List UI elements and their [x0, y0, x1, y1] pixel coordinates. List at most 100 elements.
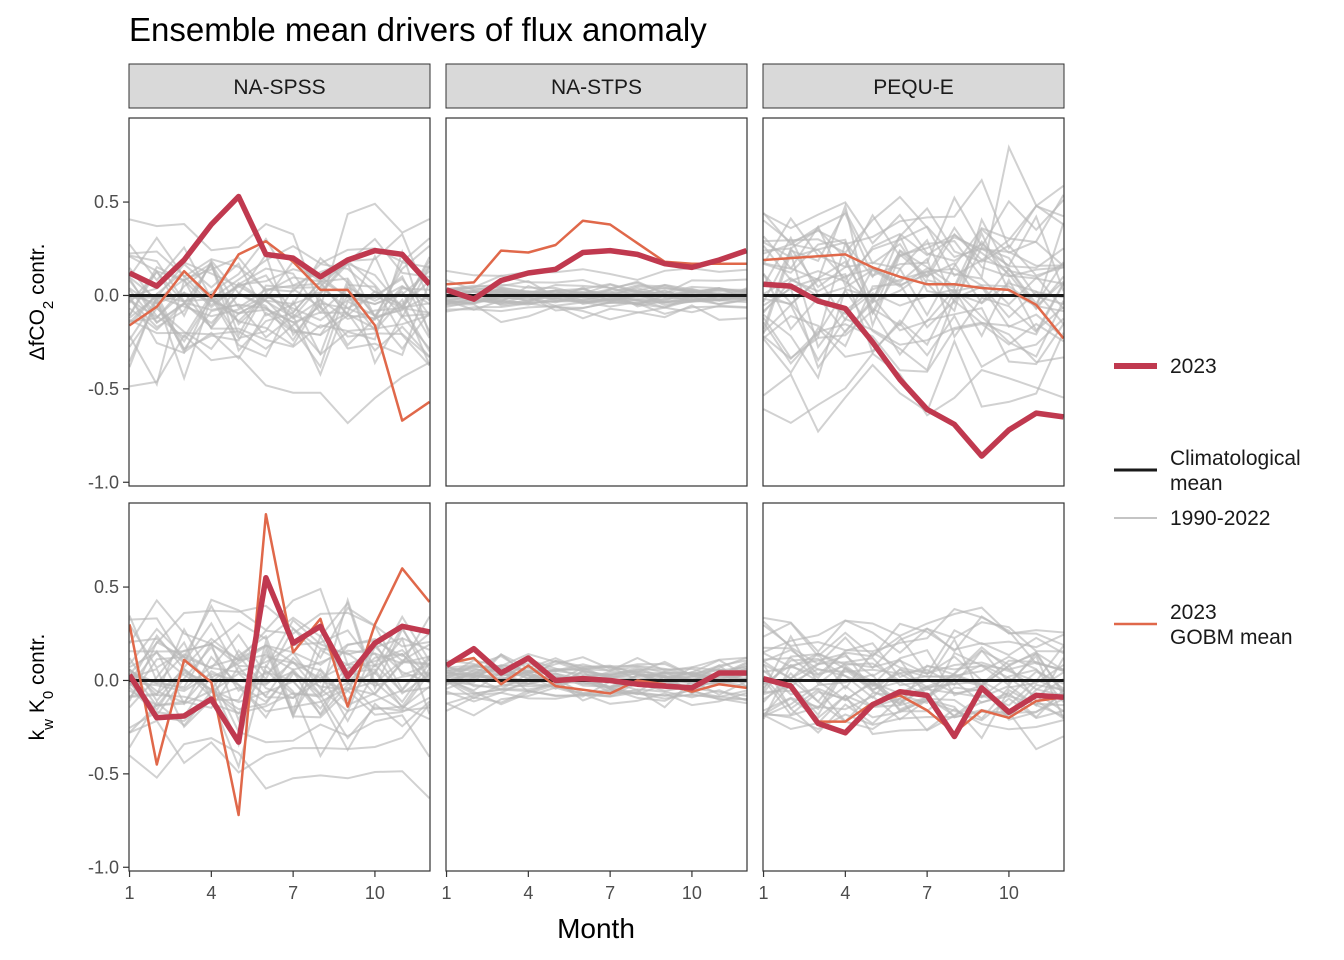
- legend-item-hist: 1990-2022: [1114, 507, 1270, 530]
- facet-strip-bg: [762, 63, 1065, 109]
- y-tick-label: 0.0: [94, 670, 119, 690]
- series-line-1990-2022: [763, 306, 1064, 366]
- series-line-1990-2022: [763, 606, 1064, 653]
- series-line-1990-2022: [129, 737, 430, 800]
- series-line-1990-2022: [763, 622, 1064, 676]
- x-tick-label: 1: [759, 883, 769, 903]
- series-line-1990-2022: [763, 178, 1064, 251]
- series-line-1990-2022: [763, 195, 1064, 277]
- x-tick-label: 10: [682, 883, 702, 903]
- series-line-1990-2022: [763, 634, 1064, 699]
- legend-label: 2023: [1170, 355, 1217, 378]
- series-line-1990-2022: [129, 294, 430, 368]
- series-line-1990-2022: [446, 274, 747, 295]
- panel-border: [445, 117, 748, 487]
- series-line-1990-2022: [763, 637, 1064, 699]
- legend: 2023 Climatological mean 1990-2022 2023 GOBM …: [1114, 355, 1301, 649]
- series-line-2023: [446, 247, 747, 302]
- series-line-1990-2022: [129, 611, 430, 677]
- panel-series: [446, 219, 747, 324]
- series-line-1990-2022: [763, 235, 1064, 306]
- series-line-1990-2022: [763, 277, 1064, 381]
- y-tick-label: -1.0: [88, 857, 119, 877]
- series-line-1990-2022: [129, 277, 430, 387]
- x-tick-label: 4: [840, 883, 850, 903]
- y-tick-label: 0.5: [94, 577, 119, 597]
- series-line-1990-2022: [763, 664, 1064, 720]
- series-line-1990-2022: [129, 290, 430, 351]
- legend-label: 1990-2022: [1170, 507, 1270, 530]
- panel-series: [129, 512, 430, 817]
- y-tick-label: -0.5: [88, 764, 119, 784]
- facet-strip-pequ-e: PEQU-E: [762, 63, 1065, 109]
- series-line-1990-2022: [763, 209, 1064, 313]
- x-tick-label: 10: [999, 883, 1019, 903]
- series-line-2023-gobm-mean: [129, 240, 430, 422]
- legend-label: Climatological mean: [1170, 447, 1301, 495]
- y-axis-label-row-2: kw K0 contr.: [26, 634, 57, 741]
- x-tick-label: 7: [922, 883, 932, 903]
- series-line-1990-2022: [763, 257, 1064, 339]
- series-line-1990-2022: [763, 652, 1064, 706]
- series-line-1990-2022: [763, 693, 1064, 736]
- facet-strip-label: PEQU-E: [873, 76, 954, 99]
- series-line-2023: [446, 645, 747, 691]
- series-line-1990-2022: [129, 237, 430, 325]
- panel-border: [762, 117, 1065, 487]
- series-line-1990-2022: [129, 614, 430, 685]
- series-line-2023: [763, 675, 1064, 740]
- legend-label: 2023 GOBM mean: [1170, 601, 1293, 649]
- series-line-1990-2022: [763, 232, 1064, 314]
- x-tick-label: 4: [523, 883, 533, 903]
- y-tick-label: 0.0: [94, 285, 119, 305]
- series-line-1990-2022: [763, 332, 1064, 434]
- panel-border: [762, 502, 1065, 872]
- series-line-1990-2022: [129, 603, 430, 700]
- series-line-1990-2022: [763, 283, 1064, 348]
- series-line-2023-gobm-mean: [763, 253, 1064, 340]
- series-line-2023-gobm-mean: [129, 512, 430, 817]
- series-line-1990-2022: [446, 304, 747, 321]
- series-line-2023: [129, 193, 430, 289]
- series-line-1990-2022: [129, 287, 430, 352]
- x-tick-label: 10: [365, 883, 385, 903]
- x-tick-label: 1: [442, 883, 452, 903]
- panels: NA-SPSS NA-STPS PEQU-E -1.0 -0.5 0.0 0.5 -1.0 -0…: [88, 63, 1065, 903]
- series-line-2023: [763, 281, 1064, 459]
- legend-item-gobm: 2023 GOBM mean: [1114, 601, 1293, 649]
- panel-na-spss-row-2: -1.0 -0.5 0.0 0.5 1 4 7 10: [88, 502, 431, 903]
- panel-border: [128, 117, 431, 487]
- series-line-1990-2022: [129, 668, 430, 721]
- panel-border: [445, 502, 748, 872]
- series-line-1990-2022: [763, 649, 1064, 697]
- facet-strip-na-spss: NA-SPSS: [128, 63, 431, 109]
- series-line-1990-2022: [129, 669, 430, 749]
- panel-border: [128, 502, 431, 872]
- series-line-1990-2022: [129, 637, 430, 724]
- y-axis-label-row-1: ΔfCO2 contr.: [26, 244, 57, 361]
- series-line-1990-2022: [763, 202, 1064, 329]
- x-tick-label: 4: [206, 883, 216, 903]
- x-tick-label: 1: [125, 883, 135, 903]
- panel-series: [763, 144, 1064, 459]
- series-line-1990-2022: [763, 664, 1064, 720]
- series-line-1990-2022: [129, 202, 430, 311]
- series-line-1990-2022: [763, 249, 1064, 350]
- y-tick-label: -1.0: [88, 472, 119, 492]
- chart-title: Ensemble mean drivers of flux anomaly: [129, 11, 707, 48]
- series-line-2023-gobm-mean: [446, 656, 747, 695]
- series-line-1990-2022: [129, 703, 430, 774]
- panel-series: [446, 645, 747, 717]
- legend-item-2023: 2023: [1114, 355, 1217, 378]
- series-line-1990-2022: [446, 290, 747, 304]
- series-line-1990-2022: [763, 607, 1064, 671]
- x-tick-label: 7: [605, 883, 615, 903]
- panel-na-stps-row-1: [445, 117, 748, 487]
- facet-strip-na-stps: NA-STPS: [445, 63, 748, 109]
- series-line-1990-2022: [129, 256, 430, 310]
- series-line-1990-2022: [763, 201, 1064, 269]
- panel-na-stps-row-2: 1 4 7 10: [442, 502, 748, 903]
- facet-strip-label: NA-SPSS: [233, 76, 325, 99]
- panel-series: [763, 606, 1064, 751]
